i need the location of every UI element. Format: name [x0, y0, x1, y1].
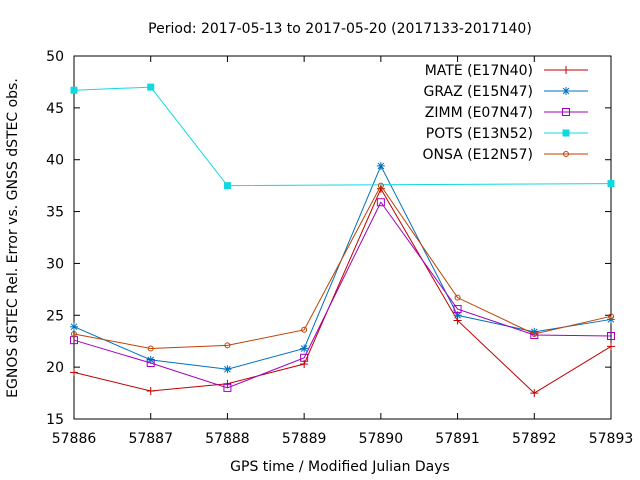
data-point-zimm	[376, 198, 385, 207]
grid-and-ticks: 57886 57887 57888 57889 57890 57891 57892 57893…	[46, 49, 633, 447]
legend-marker	[562, 87, 570, 95]
data-point-graz	[70, 322, 78, 331]
data-point-graz	[453, 311, 462, 320]
legend-item-graz: GRAZ (E15N47)	[424, 84, 588, 100]
series-graz	[70, 161, 615, 374]
legend-marker	[563, 151, 569, 157]
series-mate	[70, 184, 615, 398]
legend-marker	[562, 108, 570, 116]
y-tick-label: 35	[46, 205, 64, 221]
legend-label: GRAZ (E15N47)	[424, 84, 534, 100]
data-point-mate	[607, 342, 615, 351]
data-point-mate	[223, 379, 232, 388]
legend-item-onsa: ONSA (E12N57)	[422, 147, 588, 163]
data-point-mate	[146, 386, 155, 395]
y-tick-label: 50	[46, 49, 64, 65]
x-tick-label: 57890	[359, 431, 404, 447]
x-tick-label: 57889	[282, 431, 327, 447]
data-point-mate	[70, 368, 78, 377]
data-point-mate	[530, 389, 539, 398]
y-tick-label: 25	[46, 308, 64, 324]
plot-frame	[73, 55, 612, 420]
y-tick-label: 40	[46, 153, 64, 169]
y-tick-label: 15	[46, 412, 64, 428]
series-pots	[70, 83, 615, 190]
legend-item-mate: MATE (E17N40)	[425, 63, 588, 79]
data-point-onsa	[377, 182, 384, 189]
data-point-zimm	[300, 353, 309, 362]
data-point-pots	[70, 86, 78, 94]
x-axis-label: GPS time / Modified Julian Days	[230, 459, 450, 475]
data-point-onsa	[147, 345, 154, 352]
series-line-pots	[73, 86, 612, 187]
legend-marker	[562, 66, 570, 74]
data-point-zimm	[607, 332, 615, 341]
data-point-zimm	[146, 358, 155, 367]
x-tick-label: 57893	[589, 431, 634, 447]
y-tick-label: 30	[46, 256, 64, 272]
data-point-zimm	[453, 305, 462, 314]
data-point-zimm	[223, 383, 232, 392]
data-point-graz	[376, 161, 385, 170]
x-tick-label: 57886	[52, 431, 97, 447]
series-zimm	[70, 198, 615, 392]
data-point-onsa	[608, 313, 614, 320]
x-tick-label: 57892	[512, 431, 557, 447]
data-point-pots	[147, 83, 155, 91]
data-point-pots	[607, 180, 615, 188]
x-tick-label: 57891	[435, 431, 480, 447]
y-axis-label: EGNOS dSTEC Rel. Error vs. GNSS dSTEC ob…	[5, 78, 21, 398]
x-tick-label: 57888	[205, 431, 250, 447]
legend-label: ONSA (E12N57)	[422, 147, 533, 163]
data-point-graz	[607, 315, 615, 324]
y-tick-label: 45	[46, 101, 64, 117]
legend-label: ZIMM (E07N47)	[425, 105, 533, 121]
legend-item-zimm: ZIMM (E07N47)	[425, 105, 588, 121]
legend-label: MATE (E17N40)	[425, 63, 533, 79]
series-line-mate	[73, 187, 612, 394]
legend-item-pots: POTS (E13N52)	[426, 126, 588, 142]
legend-marker	[562, 129, 570, 137]
data-point-onsa	[71, 330, 77, 337]
data-point-onsa	[224, 342, 231, 349]
series-line-zimm	[73, 201, 612, 389]
data-point-graz	[300, 344, 309, 353]
x-tick-label: 57887	[128, 431, 173, 447]
series-lines	[70, 83, 615, 398]
chart-title: Period: 2017-05-13 to 2017-05-20 (201713…	[148, 21, 532, 37]
data-point-pots	[223, 182, 231, 190]
legend: MATE (E17N40) GRAZ (E15N47) ZIMM (E07N47) P…	[422, 63, 588, 163]
series-onsa	[71, 182, 614, 352]
data-point-graz	[223, 365, 232, 374]
y-tick-label: 20	[46, 360, 64, 376]
legend-label: POTS (E13N52)	[426, 126, 533, 142]
data-point-onsa	[531, 330, 538, 337]
series-line-onsa	[73, 184, 612, 349]
data-point-onsa	[454, 294, 461, 301]
data-point-onsa	[301, 326, 308, 333]
